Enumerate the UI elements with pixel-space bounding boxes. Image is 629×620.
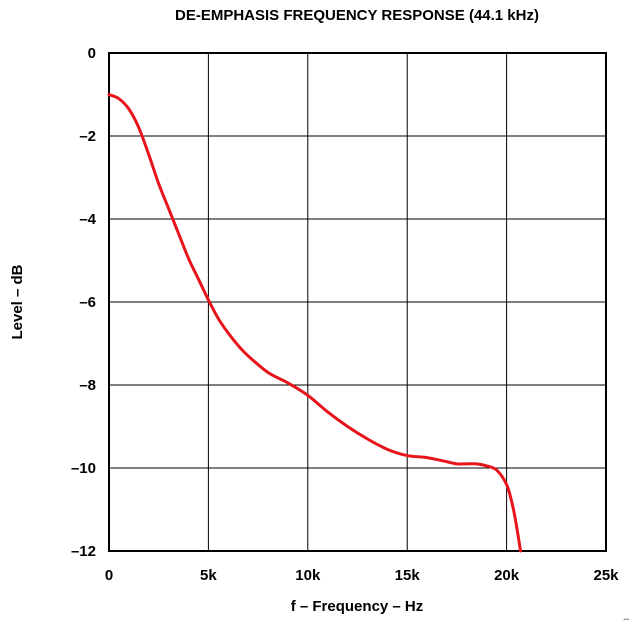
y-tick-labels: 0 –2 –4 –6 –8 –10 –12 [71, 45, 97, 560]
y-tick-label: –10 [71, 460, 96, 477]
x-tick-label: 5k [200, 567, 217, 584]
x-axis-label: f – Frequency – Hz [291, 598, 424, 615]
x-tick-label: 15k [395, 567, 421, 584]
y-axis-label: Level – dB [9, 264, 26, 339]
y-tick-label: –6 [79, 294, 96, 311]
x-tick-label: 25k [593, 567, 619, 584]
y-tick-label: –12 [71, 543, 96, 560]
y-tick-label: –8 [79, 377, 96, 394]
y-tick-label: –2 [79, 128, 96, 145]
x-tick-label: 10k [295, 567, 321, 584]
plot-area-border [108, 52, 607, 552]
grid [108, 52, 607, 552]
x-tick-label: 20k [494, 567, 520, 584]
x-tick-labels: 0 5k 10k 15k 20k 25k [105, 567, 619, 584]
chart-title: DE-EMPHASIS FREQUENCY RESPONSE (44.1 kHz… [175, 7, 539, 24]
corner-mark: G [622, 617, 629, 620]
x-tick-label: 0 [105, 567, 113, 584]
series-line [107, 93, 523, 553]
y-tick-label: 0 [88, 45, 96, 62]
y-tick-label: –4 [79, 211, 96, 228]
